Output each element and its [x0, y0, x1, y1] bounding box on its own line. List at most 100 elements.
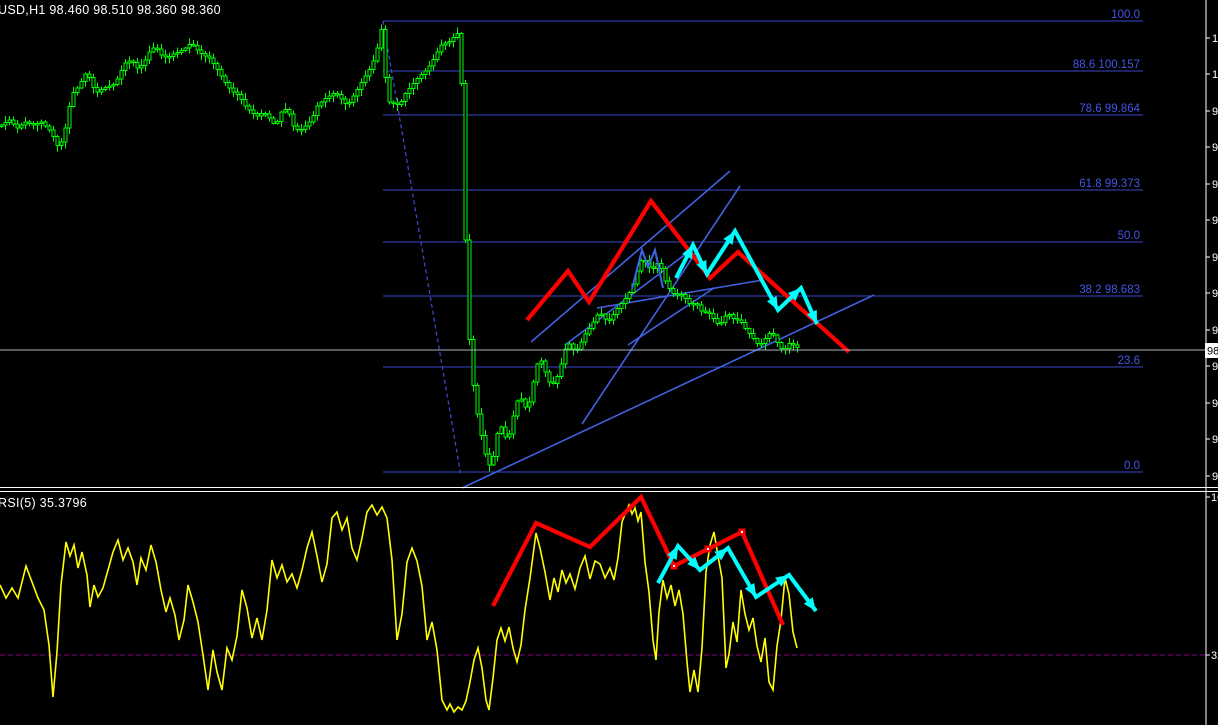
rsi-line: [0, 502, 798, 714]
price-tick-label: 97.905: [1212, 398, 1218, 410]
fib-level-label: 61.8 99.373: [1079, 178, 1140, 190]
candle-body: [447, 41, 452, 44]
candle-body: [163, 54, 168, 58]
candle-body: [79, 80, 84, 89]
candle-body: [411, 83, 416, 89]
candle-body: [771, 333, 776, 336]
minor-line-lower[interactable]: [627, 287, 715, 346]
rsi-indicator-panel[interactable]: [0, 493, 1206, 714]
candle-body: [223, 75, 228, 84]
candle-body: [215, 62, 220, 70]
candle-body: [583, 333, 588, 343]
rsi-red-marker-dot: [707, 548, 709, 550]
candle-body: [651, 266, 656, 269]
candle-body: [351, 95, 356, 104]
candle-body: [603, 313, 608, 320]
candle-body: [75, 87, 80, 94]
price-tick-label: 97.655: [1212, 434, 1218, 446]
candle-body: [219, 68, 224, 77]
current-price-box-label: 98.360: [1207, 346, 1218, 358]
candle-body: [255, 112, 260, 117]
candle-body: [327, 95, 332, 100]
candle-body: [167, 56, 172, 59]
candle-body: [39, 121, 44, 124]
candle-body: [295, 125, 300, 130]
rsi-cyan-zigzag[interactable]: [656, 542, 818, 613]
zigzag-arrowhead: [714, 548, 728, 561]
candle-body: [19, 124, 24, 129]
candle-body: [763, 338, 768, 344]
blue-m-pattern-zigzag[interactable]: [631, 246, 664, 290]
support-trendline[interactable]: [461, 294, 875, 489]
main-chart-panel[interactable]: 100.0 88.6 100.157 78.6 99.864 61.8 99.373 5…: [0, 9, 1143, 489]
channel-line-a[interactable]: [530, 170, 731, 343]
candle-body: [431, 59, 436, 67]
candle-body: [775, 334, 780, 343]
fib-trend-dashed-line[interactable]: [382, 20, 462, 477]
symbol-ohlc-label: USD,H1 98.460 98.510 98.360 98.360: [0, 3, 221, 17]
candle-body: [627, 292, 632, 299]
candle-body: [403, 93, 408, 102]
channel-line-b[interactable]: [581, 185, 741, 425]
candle-body: [563, 348, 568, 365]
candle-body: [87, 73, 92, 78]
candle-body: [707, 311, 712, 314]
candle-body: [639, 260, 644, 272]
candle-body: [727, 314, 732, 317]
candle-body: [139, 64, 144, 69]
candle-body: [71, 92, 76, 107]
candle-body: [703, 310, 708, 313]
zigzag-arrowhead: [806, 309, 817, 324]
fib-level-label: 38.2 98.683: [1079, 284, 1140, 296]
red-wave-zigzag[interactable]: [525, 197, 851, 354]
fibonacci-retracement[interactable]: 100.0 88.6 100.157 78.6 99.864 61.8 99.373 5…: [382, 9, 1143, 477]
cyan-arrow-zigzag[interactable]: [674, 227, 819, 325]
candle-body: [251, 109, 256, 114]
candle-body: [267, 113, 272, 119]
candle-body: [239, 94, 244, 100]
candle-body: [619, 303, 624, 309]
candle-body: [719, 322, 724, 325]
candle-body: [231, 87, 236, 93]
candle-body: [479, 413, 484, 436]
candle-body: [455, 33, 460, 38]
candle-body: [187, 44, 192, 49]
fib-level-label: 0.0: [1124, 460, 1140, 472]
candle-body: [503, 426, 508, 438]
price-tick-label: 98.155: [1212, 361, 1218, 373]
candle-body: [15, 123, 20, 129]
candle-body: [387, 76, 392, 103]
candle-body: [567, 343, 572, 350]
candle-body: [171, 53, 176, 58]
candle-body: [283, 108, 288, 113]
candle-body: [391, 101, 396, 104]
candle-body: [699, 304, 704, 312]
price-tick-label: 99.405: [1212, 179, 1218, 191]
fib-level-label: 88.6 100.157: [1073, 59, 1140, 71]
candle-body: [155, 47, 160, 50]
candle-body: [243, 98, 248, 107]
candle-body: [35, 123, 40, 126]
candle-body: [675, 293, 680, 296]
zigzag-arrowhead: [682, 245, 693, 260]
candle-body: [691, 303, 696, 306]
candle-body: [531, 381, 536, 403]
candle-body: [195, 44, 200, 51]
candle-body: [443, 42, 448, 46]
candle-body: [711, 313, 716, 319]
candle-body: [7, 119, 12, 123]
candle-body: [63, 127, 68, 143]
candle-body: [347, 102, 352, 105]
candle-body: [527, 401, 532, 408]
candle-body: [227, 82, 232, 89]
candle-body: [435, 51, 440, 60]
candle-body: [547, 371, 552, 383]
price-tick-label: 99.655: [1212, 142, 1218, 154]
candle-body: [423, 70, 428, 75]
candle-body: [787, 343, 792, 349]
candle-body: [379, 28, 384, 49]
candle-body: [459, 33, 464, 85]
